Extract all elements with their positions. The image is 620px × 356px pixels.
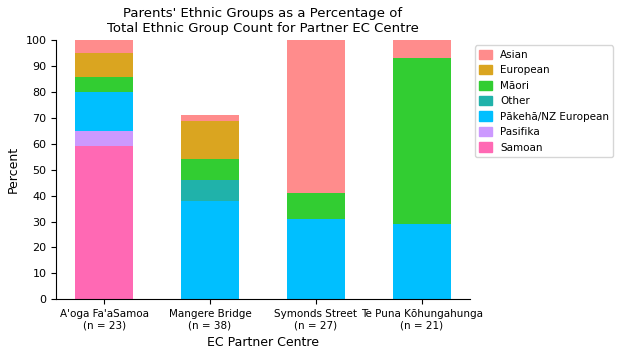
Y-axis label: Percent: Percent [7, 146, 20, 193]
Bar [75, 92, 133, 131]
Bar [181, 115, 239, 121]
Bar [181, 159, 239, 180]
Bar [75, 40, 133, 53]
Bar [392, 40, 451, 58]
Bar [287, 40, 345, 193]
Bar [75, 53, 133, 77]
Bar [287, 193, 345, 219]
Bar [392, 224, 451, 299]
Bar [392, 58, 451, 224]
Title: Parents' Ethnic Groups as a Percentage of
Total Ethnic Group Count for Partner E: Parents' Ethnic Groups as a Percentage o… [107, 7, 419, 35]
Bar [75, 146, 133, 299]
X-axis label: EC Partner Centre: EC Partner Centre [207, 336, 319, 349]
Bar [75, 77, 133, 92]
Bar [181, 121, 239, 159]
Bar [75, 131, 133, 146]
Bar [181, 180, 239, 201]
Bar [287, 219, 345, 299]
Bar [181, 201, 239, 299]
Legend: Asian, European, Māori, Other, Pākehā/NZ European, Pasifika, Samoan: Asian, European, Māori, Other, Pākehā/NZ… [475, 46, 613, 157]
